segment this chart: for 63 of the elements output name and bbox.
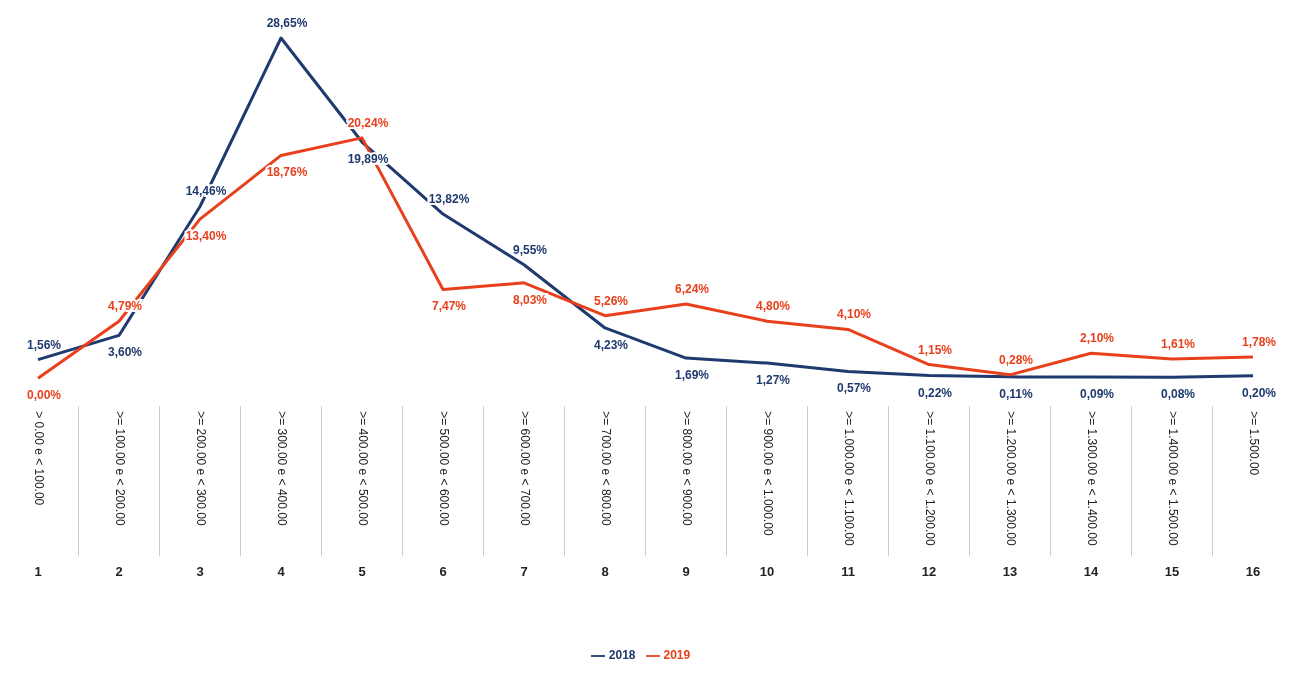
x-tick-label: > 0.00 e < 100.00 (31, 411, 46, 506)
data-label: 18,76% (266, 165, 308, 180)
data-label: 1,61% (1160, 337, 1196, 352)
x-tick-label: >= 900.00 e < 1.000.00 (760, 411, 775, 536)
data-label: 9,55% (512, 242, 548, 257)
x-tick-label: >= 1.100.00 e < 1.200.00 (922, 411, 937, 546)
data-label: 7,47% (431, 299, 467, 314)
data-label: 0,00% (26, 388, 62, 403)
text: 3 (196, 564, 204, 580)
data-label: 13,82% (428, 192, 470, 207)
data-label: 2,10% (1079, 331, 1115, 346)
text: 4 (277, 564, 286, 580)
x-tick-label: >= 1.300.00 e < 1.400.00 (1084, 411, 1099, 546)
legend-label: 2019 (663, 648, 691, 663)
data-label: 0,08% (1160, 387, 1196, 402)
text: 5 (358, 564, 366, 580)
text: 10 (759, 564, 775, 580)
data-label: 1,78% (1241, 335, 1277, 350)
text: 15 (1164, 564, 1180, 580)
x-tick-label: >= 800.00 e < 900.00 (679, 411, 694, 526)
x-tick-label: >= 1.500.00 (1246, 411, 1261, 476)
data-label: 1,15% (917, 342, 953, 357)
x-tick-label: >= 300.00 e < 400.00 (274, 411, 289, 526)
text: 9 (682, 564, 690, 580)
text: 2 (115, 564, 123, 580)
text: 13 (1002, 564, 1018, 580)
data-label: 8,03% (512, 292, 548, 307)
data-label: 6,24% (674, 282, 710, 297)
data-label: 20,24% (347, 115, 389, 130)
data-label: 0,28% (998, 352, 1034, 367)
text: 6 (439, 564, 447, 580)
x-tick-label: >= 200.00 e < 300.00 (193, 411, 208, 526)
data-label: 13,40% (185, 229, 227, 244)
x-tick-label: >= 700.00 e < 800.00 (598, 411, 613, 526)
text: 7 (520, 564, 528, 580)
text: 8 (601, 564, 609, 580)
data-label: 0,11% (999, 386, 1034, 401)
x-tick-label: >= 100.00 e < 200.00 (112, 411, 127, 526)
data-label: 4,10% (836, 307, 872, 322)
data-label: 4,80% (755, 299, 791, 314)
data-label: 1,69% (674, 368, 710, 383)
data-label: 0,57% (836, 381, 872, 396)
legend-label: 2018 (608, 648, 636, 663)
text: 14 (1083, 564, 1099, 580)
text: 11 (841, 564, 855, 580)
text: 1 (34, 564, 42, 580)
x-tick-label: >= 1.200.00 e < 1.300.00 (1003, 411, 1018, 546)
data-label: 28,65% (266, 16, 308, 30)
x-tick-label: >= 1.000.00 e < 1.100.00 (841, 411, 856, 546)
data-label: 0,22% (917, 385, 953, 400)
data-label: 0,20% (1241, 385, 1277, 400)
text: 16 (1245, 564, 1261, 580)
data-label: 1,56% (26, 337, 62, 352)
data-label: 0,09% (1079, 387, 1115, 402)
x-tick-label: >= 500.00 e < 600.00 (436, 411, 451, 526)
data-label: 4,23% (593, 337, 629, 352)
x-tick-label: >= 600.00 e < 700.00 (517, 411, 532, 526)
x-tick-label: >= 1.400.00 e < 1.500.00 (1165, 411, 1180, 546)
data-label: 1,27% (755, 373, 791, 388)
data-label: 5,26% (593, 293, 629, 308)
data-label: 3,60% (107, 345, 143, 360)
text: 12 (921, 564, 937, 580)
x-tick-label: >= 400.00 e < 500.00 (355, 411, 370, 526)
